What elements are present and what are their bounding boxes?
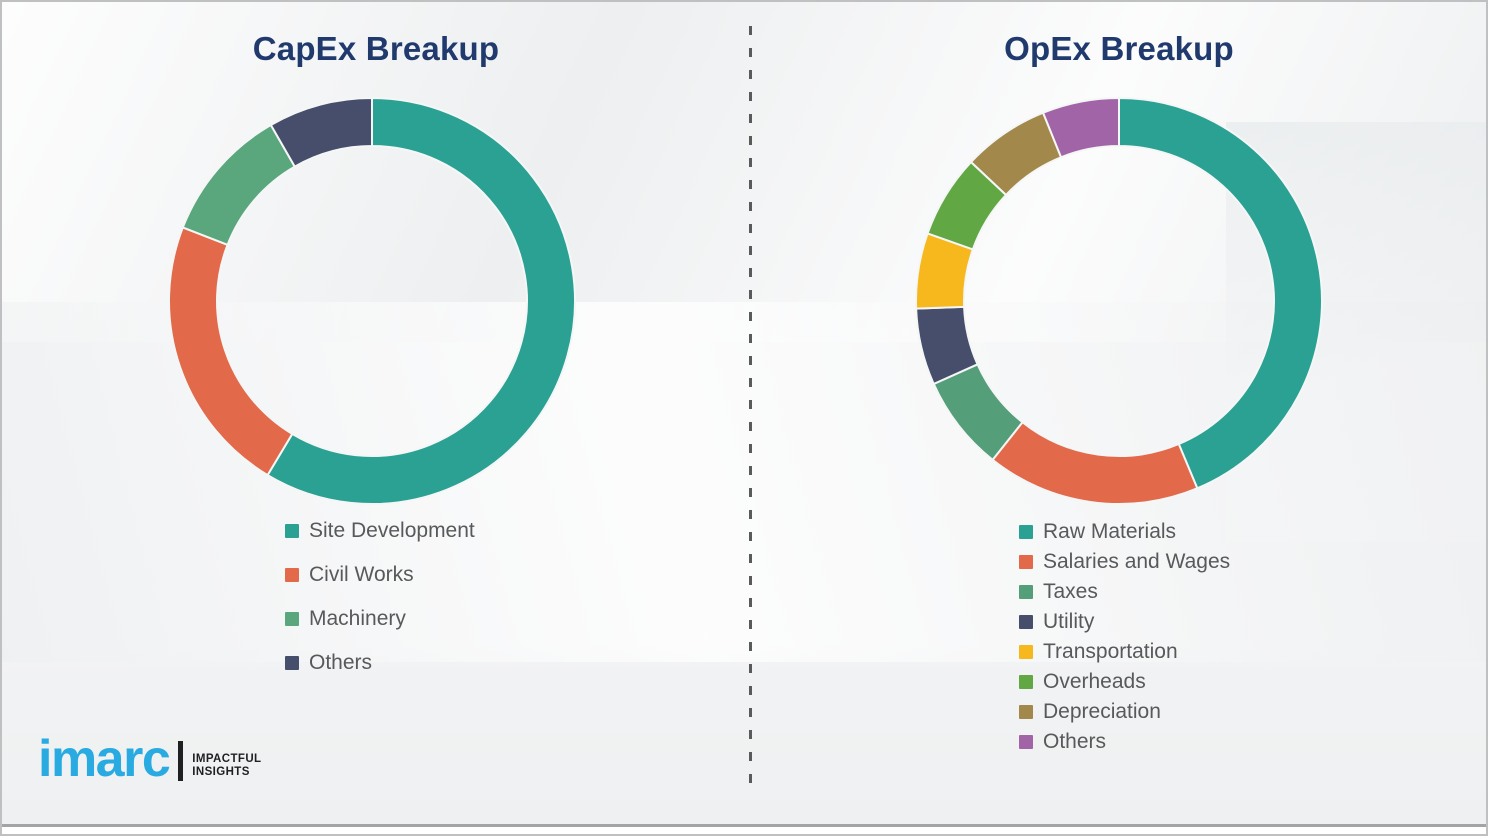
bottom-rule	[2, 824, 1486, 827]
donut-segment-others	[269, 96, 373, 168]
legend-label: Utility	[1043, 610, 1095, 633]
legend-item: Site Development	[285, 516, 475, 546]
legend-swatch	[285, 524, 299, 538]
legend-item: Taxes	[1019, 578, 1230, 606]
legend-swatch	[285, 568, 299, 582]
capex-donut-chart	[168, 96, 576, 505]
opex-title: OpEx Breakup	[1004, 30, 1234, 67]
legend-swatch	[285, 612, 299, 626]
legend-label: Site Development	[309, 519, 475, 542]
legend-swatch	[1019, 645, 1033, 659]
donut-segment-raw-materials	[1118, 96, 1323, 490]
legend-label: Transportation	[1043, 640, 1178, 663]
donut-svg	[168, 96, 576, 505]
imarc-logo: imarc IMPACTFUL INSIGHTS	[38, 730, 261, 788]
bottom-margin	[2, 827, 1486, 834]
legend-label: Others	[309, 651, 373, 674]
legend-item: Overheads	[1019, 668, 1230, 696]
legend-item: Salaries and Wages	[1019, 548, 1230, 576]
legend-swatch	[1019, 705, 1033, 719]
legend-label: Overheads	[1043, 670, 1146, 693]
imarc-wordmark: imarc	[38, 730, 171, 788]
legend-label: Others	[1043, 730, 1107, 753]
legend-item: Machinery	[285, 604, 475, 634]
tagline-line1: IMPACTFUL	[192, 752, 262, 765]
legend-label: Machinery	[309, 607, 406, 630]
donut-segment-civil-works	[168, 226, 294, 477]
legend-swatch	[1019, 525, 1033, 539]
legend-swatch	[1019, 735, 1033, 749]
legend-label: Raw Materials	[1043, 520, 1177, 543]
tagline-line2: INSIGHTS	[192, 765, 250, 778]
logo-tagline: IMPACTFUL INSIGHTS	[192, 753, 261, 779]
legend-item: Utility	[1019, 608, 1230, 636]
legend-swatch	[1019, 615, 1033, 629]
donut-segment-salaries-and-wages	[991, 420, 1199, 505]
legend-item: Civil Works	[285, 560, 475, 590]
legend-swatch	[1019, 585, 1033, 599]
legend-swatch	[1019, 555, 1033, 569]
capex-legend: Site Development Civil Works Machinery Othe…	[285, 516, 475, 692]
legend-label: Civil Works	[309, 563, 414, 586]
dashed-divider	[749, 26, 752, 792]
logo-divider-bar	[178, 740, 184, 781]
opex-donut-chart	[915, 96, 1323, 505]
legend-item: Transportation	[1019, 638, 1230, 666]
donut-segment-others	[1041, 96, 1120, 159]
legend-item: Depreciation	[1019, 698, 1230, 726]
legend-swatch	[285, 656, 299, 670]
legend-label: Depreciation	[1043, 700, 1161, 723]
legend-label: Taxes	[1043, 580, 1098, 603]
legend-label: Salaries and Wages	[1043, 550, 1231, 573]
legend-item: Others	[1019, 728, 1230, 756]
donut-segment-site-development	[266, 96, 576, 505]
legend-swatch	[1019, 675, 1033, 689]
opex-legend: Raw Materials Salaries and Wages Taxes Util…	[1019, 518, 1230, 758]
legend-item: Raw Materials	[1019, 518, 1230, 546]
donut-svg	[915, 96, 1323, 505]
donut-segment-machinery	[181, 123, 297, 247]
capex-title: CapEx Breakup	[252, 30, 500, 67]
legend-item: Others	[285, 648, 475, 678]
